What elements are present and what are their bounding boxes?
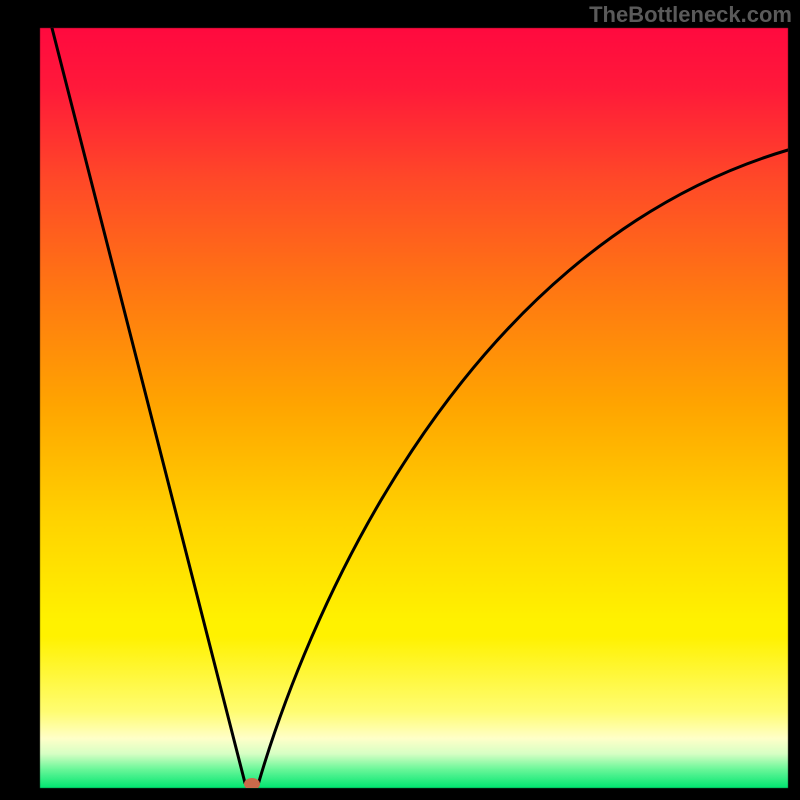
curve-overlay xyxy=(0,0,800,800)
watermark-text: TheBottleneck.com xyxy=(589,2,792,28)
chart-container: TheBottleneck.com xyxy=(0,0,800,800)
